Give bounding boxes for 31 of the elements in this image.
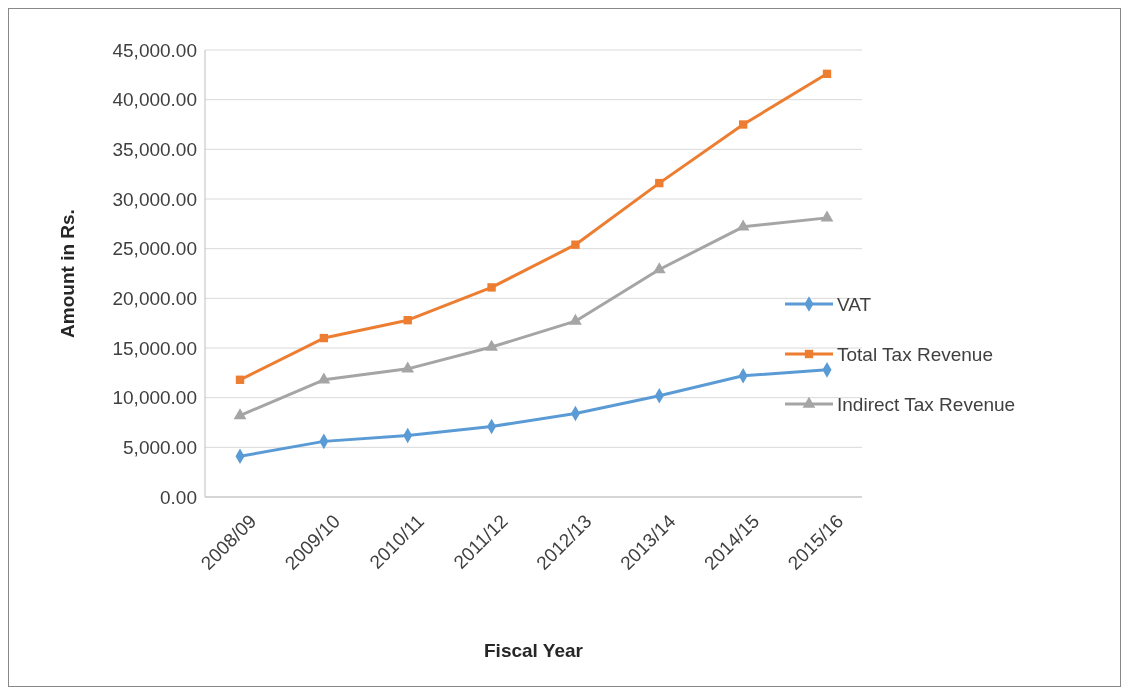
point [401,361,415,373]
y-tick-label: 35,000.00 [112,138,197,160]
point [569,313,582,325]
y-tick-label: 0.00 [160,486,197,508]
y-tick-label: 45,000.00 [112,39,197,61]
legend-label: VAT [837,293,872,315]
legend-label: Indirect Tax Revenue [837,393,1016,415]
point [233,408,247,420]
y-tick-label: 40,000.00 [112,89,197,111]
point [317,372,331,384]
x-axis-title: Fiscal Year [484,640,584,661]
point [485,339,498,351]
point [736,219,750,231]
point [652,262,666,274]
legend-label: Total Tax Revenue [837,343,993,365]
point [655,178,664,188]
point [822,69,832,79]
point [571,240,580,249]
y-tick-label: 20,000.00 [112,287,197,309]
y-tick-label: 25,000.00 [112,238,197,260]
point [738,120,748,129]
point [403,316,412,325]
point [820,210,834,222]
point [487,283,496,292]
y-tick-label: 15,000.00 [112,337,197,359]
y-tick-label: 30,000.00 [112,188,197,210]
point [319,333,329,343]
y-tick-label: 5,000.00 [123,436,197,458]
y-tick-label: 10,000.00 [112,387,197,409]
y-axis-title: Amount in Rs. [57,209,78,338]
point [235,375,245,384]
